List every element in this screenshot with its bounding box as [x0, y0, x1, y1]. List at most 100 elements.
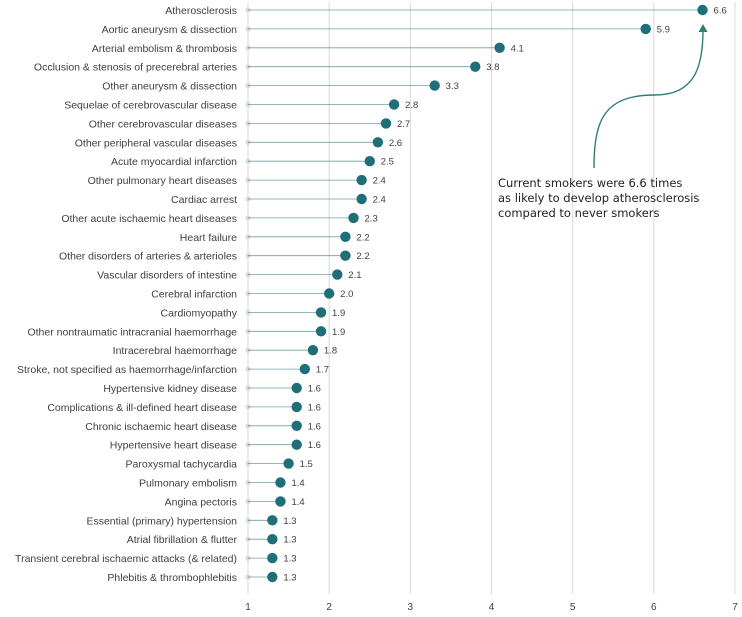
value-label: 2.2 [356, 251, 369, 262]
chart-row: Hypertensive kidney disease 1.6 [103, 382, 321, 395]
chart-row: Other aneurysm & dissection 3.3 [102, 80, 459, 93]
category-label: Other nontraumatic intracranial haemorrh… [27, 326, 237, 338]
value-label: 1.6 [308, 440, 321, 451]
chart-row: Other cerebrovascular diseases 2.7 [89, 118, 410, 130]
lollipop-marker [340, 231, 351, 242]
lollipop-marker [315, 307, 327, 318]
chart-row: Cerebral infarction 2.0 [151, 288, 353, 301]
category-label: Hypertensive heart disease [110, 440, 237, 452]
chart-row: Sequelae of cerebrovascular disease 2.8 [64, 99, 418, 112]
x-tick-label: 7 [732, 602, 738, 613]
category-label: Transient cerebral ischaemic attacks (& … [15, 553, 237, 565]
value-label: 1.3 [283, 554, 296, 565]
value-label: 1.9 [332, 308, 345, 319]
lollipop-marker [380, 118, 392, 129]
category-label: Cardiac arrest [171, 194, 237, 206]
category-label: Vascular disorders of intestine [97, 270, 237, 282]
annotation-line-1: Current smokers were 6.6 times [498, 176, 682, 190]
category-label: Intracerebral haemorrhage [113, 345, 237, 357]
x-tick-label: 2 [326, 602, 332, 613]
category-label: Phlebitis & thrombophlebitis [107, 572, 237, 584]
value-label: 6.6 [714, 6, 727, 17]
chart-row: Cardiomyopathy 1.9 [161, 307, 345, 319]
value-label: 3.8 [486, 62, 499, 73]
category-label: Other pulmonary heart diseases [88, 175, 237, 187]
value-label: 2.1 [348, 270, 361, 281]
chart-row: Other acute ischaemic heart diseases 2.3 [61, 212, 378, 225]
value-label: 1.6 [308, 402, 321, 413]
category-label: Atrial fibrillation & flutter [127, 534, 238, 546]
lollipop-marker [494, 42, 505, 53]
category-label: Other aneurysm & dissection [102, 81, 237, 93]
chart-row: Complications & ill-defined heart diseas… [47, 401, 321, 414]
chart-rows: Atherosclerosis 6.6 Aortic aneurysm & diss… [15, 4, 727, 584]
category-label: Sequelae of cerebrovascular disease [64, 100, 237, 112]
annotation-line-3: compared to never smokers [498, 206, 660, 220]
lollipop-marker [275, 477, 286, 488]
value-label: 1.3 [283, 535, 296, 546]
value-label: 1.6 [308, 384, 321, 395]
category-label: Other acute ischaemic heart diseases [61, 213, 237, 225]
value-label: 2.4 [373, 176, 386, 187]
value-label: 2.5 [381, 157, 394, 168]
category-label: Atherosclerosis [165, 5, 237, 17]
chart-row: Occlusion & stenosis of precerebral arte… [34, 61, 499, 74]
chart-row: Atherosclerosis 6.6 [165, 4, 727, 17]
value-label: 2.4 [373, 195, 386, 206]
value-label: 2.8 [405, 100, 418, 111]
chart-row: Stroke, not specified as haemorrhage/inf… [17, 363, 329, 376]
lollipop-marker [364, 156, 375, 167]
value-label: 2.2 [356, 232, 369, 243]
category-label: Hypertensive kidney disease [103, 383, 237, 395]
value-label: 3.3 [446, 81, 459, 92]
chart-row: Aortic aneurysm & dissection 5.9 [102, 23, 670, 36]
lollipop-marker [356, 174, 367, 186]
lollipop-marker [348, 212, 359, 224]
chart-row: Acute myocardial infarction 2.5 [111, 156, 394, 168]
lollipop-marker [299, 363, 311, 375]
category-label: Acute myocardial infarction [111, 156, 237, 168]
category-label: Cardiomyopathy [161, 307, 238, 319]
x-tick-label: 1 [245, 602, 251, 613]
category-label: Chronic ischaemic heart disease [85, 421, 237, 433]
category-label: Essential (primary) hypertension [86, 515, 237, 527]
chart-row: Other peripheral vascular diseases 2.6 [75, 137, 402, 149]
chart-row: Atrial fibrillation & flutter 1.3 [127, 534, 297, 546]
category-label: Cerebral infarction [151, 289, 237, 301]
annotation-line-2: as likely to develop atherosclerosis [498, 191, 699, 205]
chart-row: Angina pectoris 1.4 [165, 496, 305, 508]
grid-lines [247, 2, 736, 594]
lollipop-marker [283, 458, 294, 469]
category-label: Paroxysmal tachycardia [126, 459, 238, 471]
x-tick-label: 3 [408, 602, 414, 613]
lollipop-marker [356, 193, 367, 205]
value-label: 1.3 [283, 516, 296, 527]
value-label: 2.3 [365, 213, 378, 224]
lollipop-marker [332, 269, 343, 280]
value-label: 1.6 [308, 421, 321, 432]
value-label: 1.7 [316, 365, 329, 376]
category-label: Arterial embolism & thrombosis [92, 43, 237, 55]
chart-row: Chronic ischaemic heart disease 1.6 [85, 420, 321, 433]
value-label: 1.9 [332, 327, 345, 338]
category-label: Stroke, not specified as haemorrhage/inf… [17, 364, 237, 376]
lollipop-marker [470, 61, 481, 72]
chart-row: Transient cerebral ischaemic attacks (& … [15, 552, 297, 565]
category-label: Angina pectoris [165, 496, 237, 508]
lollipop-marker [697, 4, 708, 16]
lollipop-marker [315, 326, 327, 337]
lollipop-marker [640, 23, 651, 35]
chart-row: Arterial embolism & thrombosis 4.1 [92, 42, 524, 55]
chart-row: Heart failure 2.2 [180, 231, 370, 244]
value-label: 4.1 [511, 43, 524, 54]
annotation-arrowhead [698, 24, 708, 32]
lollipop-marker [307, 345, 319, 356]
value-label: 2.6 [389, 138, 402, 149]
lollipop-marker [372, 137, 384, 148]
chart-row: Other pulmonary heart diseases 2.4 [88, 174, 386, 187]
chart-row: Other nontraumatic intracranial haemorrh… [27, 326, 345, 338]
chart-row: Vascular disorders of intestine 2.1 [97, 269, 362, 282]
lollipop-marker [340, 250, 351, 261]
lollipop-marker [275, 496, 286, 507]
